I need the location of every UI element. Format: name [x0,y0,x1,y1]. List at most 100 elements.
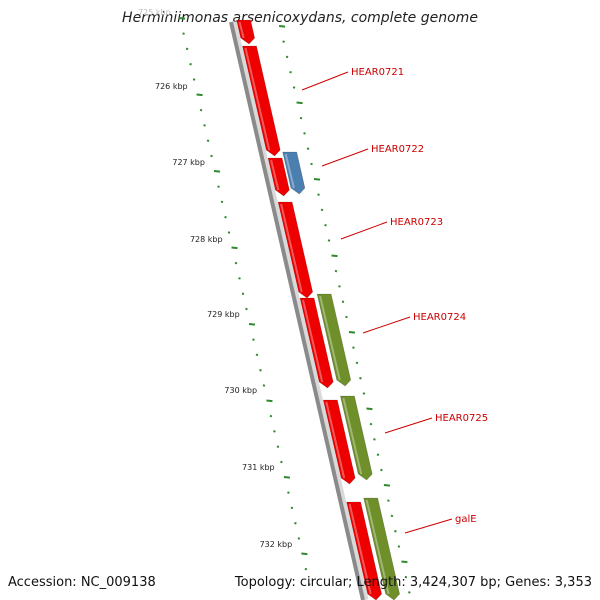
tick-mark [269,414,273,418]
gene-leader-line [340,221,388,240]
gene-arrow-hear0725[interactable] [322,399,356,485]
tick-mark [210,154,213,158]
gene-arrow-hear0724[interactable] [299,297,334,389]
tick-mark [287,491,290,494]
gene-labels: HEAR0721 HEAR0722 HEAR0723 HEAR0724 HEAR0725… [301,67,488,534]
summary-text: Topology: circular; Length: 3,424,307 bp… [234,575,592,590]
tick-mark [310,162,313,166]
tick-mark [355,361,359,365]
gene-label[interactable]: HEAR0723 [390,217,443,228]
tick-mark [252,338,255,341]
gene-leader-line [362,316,411,334]
gene-arrow-hear0722[interactable] [267,157,290,197]
tick-mark [366,407,373,411]
tick-mark [299,116,303,120]
gene-label[interactable]: HEAR0724 [413,312,466,323]
tick-mark [278,25,286,28]
tick-mark [259,368,262,372]
tick-mark [327,239,331,242]
gene-arrow-hear0720[interactable] [236,19,255,45]
tick-mark [297,537,301,540]
tick-mark [294,521,297,525]
gene-highlight [280,203,303,293]
tick-mark [178,17,186,20]
tick-mark [248,323,256,326]
gene-arrow-gale[interactable] [346,501,382,600]
tick-mark [273,430,276,433]
tick-mark [317,193,320,196]
tick-mark [238,277,241,280]
tick-mark [241,292,245,295]
tick-mark [373,438,376,441]
tick-mark [401,560,408,564]
tick-mark [280,460,283,464]
tick-mark [213,170,221,173]
tick-mark [196,93,203,97]
kbp-label: 732 kbp [260,540,293,549]
tick-mark [306,147,310,150]
tick-mark [227,231,231,234]
gene-leader-line [384,417,433,434]
tick-mark [206,139,210,142]
tick-mark [313,178,321,181]
gene-leader-line [321,148,369,167]
tick-mark [182,32,185,35]
gene-label[interactable]: HEAR0722 [371,144,424,155]
tick-mark [390,514,394,518]
tick-mark [203,124,206,127]
tick-mark [397,545,401,548]
tick-mark [387,499,390,502]
tick-mark [192,78,196,81]
tick-mark [296,101,303,105]
tick-mark [303,132,306,135]
tick-mark [345,315,348,319]
kbp-label: 730 kbp [224,386,257,395]
gene-highlight [244,47,271,151]
tick-mark [308,583,311,586]
tick-mark [285,55,289,59]
gene-highlight [342,397,363,475]
tick-mark [292,86,296,89]
gene-highlight [302,299,324,383]
kbp-label: 725 kbp [138,8,171,17]
gene-arrow-hear0721[interactable] [242,45,281,157]
kbp-label: 729 kbp [207,310,240,319]
gene-arrow-hear0724-b[interactable] [316,293,352,387]
tick-mark [301,552,308,556]
tick-mark [320,208,324,212]
gene-highlight [348,503,372,595]
tick-mark [369,422,373,426]
gene-arrow-hear0722-b[interactable] [282,151,306,195]
tick-mark [255,353,259,357]
tick-mark [338,285,341,288]
tick-mark [199,108,203,112]
tick-mark [283,476,291,479]
tick-mark [231,246,238,250]
gene-arrow-hear0725-b[interactable] [340,395,373,481]
kbp-label: 731 kbp [242,463,275,472]
tick-marks [178,17,411,594]
tick-mark [341,300,345,303]
tick-mark [282,40,285,43]
gene-arrow-hear0723[interactable] [277,201,313,299]
gene-label[interactable]: HEAR0725 [435,413,488,424]
tick-mark [394,529,397,533]
gene-arrow-gale-b[interactable] [363,497,400,600]
tick-mark [404,575,408,579]
tick-mark [185,47,189,51]
gene-label[interactable]: galE [455,514,477,525]
accession-text: Accession: NC_009138 [8,575,156,590]
gene-highlight [365,499,390,595]
tick-mark [383,484,391,487]
gene-label[interactable]: HEAR0721 [351,67,404,78]
kbp-label: 726 kbp [155,82,188,91]
kbp-labels: 725 kbp 726 kbp 727 kbp 728 kbp 729 kbp 730 k… [138,8,292,549]
gene-highlight [319,295,341,381]
gene-highlight [270,159,280,191]
tick-mark [262,384,266,387]
tick-mark [334,269,338,273]
tick-mark [266,399,273,403]
tick-mark [359,376,362,380]
